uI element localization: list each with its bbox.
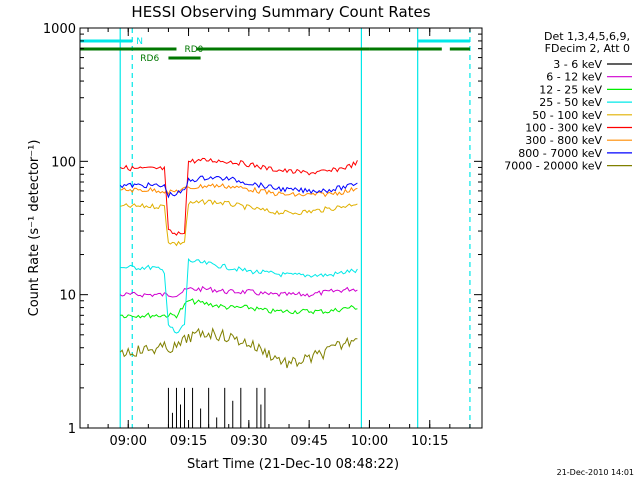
legend-label: 12 - 25 keV xyxy=(539,83,602,96)
orbit-label-rd6: RD6 xyxy=(140,54,159,64)
y-tick-label: 1000 xyxy=(43,22,76,37)
legend-header: FDecim 2, Att 0 xyxy=(545,42,630,55)
y-tick-label: 100 xyxy=(51,155,76,170)
y-axis-label: Count Rate (s⁻¹ detector⁻¹) xyxy=(27,140,42,317)
orbit-label-rd0: RD0 xyxy=(185,45,204,55)
series-3 xyxy=(120,298,358,319)
x-tick-label: 09:30 xyxy=(230,434,267,449)
chart-title: HESSI Observing Summary Count Rates xyxy=(131,3,430,21)
x-axis-label: Start Time (21-Dec-10 08:48:22) xyxy=(187,457,399,472)
y-tick-label: 1 xyxy=(68,422,76,437)
y-tick-label: 10 xyxy=(59,289,76,304)
series-9 xyxy=(119,326,358,369)
legend: Det 1,3,4,5,6,9,FDecim 2, Att 0 3 - 6 keV… xyxy=(504,30,632,173)
series-8 xyxy=(119,175,358,199)
x-tick-label: 09:15 xyxy=(170,434,207,449)
axes: 1 10 100 1000 09:00 09:15 09:30 09:45 10:00 10:15 xyxy=(43,22,483,449)
series-6 xyxy=(119,157,358,236)
plot-area: N RD0 RD6 xyxy=(80,28,471,428)
series-1 xyxy=(167,387,266,428)
legend-label: 25 - 50 keV xyxy=(539,96,602,109)
series-4 xyxy=(120,258,358,334)
x-tick-label: 10:00 xyxy=(351,434,388,449)
legend-label: 50 - 100 keV xyxy=(532,109,602,122)
legend-label: 7000 - 20000 keV xyxy=(504,160,602,173)
footer-timestamp: 21-Dec-2010 14:01 xyxy=(557,468,634,477)
series-5 xyxy=(120,198,358,247)
legend-label: 300 - 800 keV xyxy=(525,134,602,147)
series-2 xyxy=(119,285,358,298)
orbit-label-n: N xyxy=(136,37,143,47)
x-tick-label: 10:15 xyxy=(411,434,448,449)
legend-label: 100 - 300 keV xyxy=(525,122,602,135)
legend-label: 3 - 6 keV xyxy=(553,58,602,71)
plot-frame xyxy=(79,27,483,429)
legend-label: 800 - 7000 keV xyxy=(518,147,602,160)
x-tick-label: 09:45 xyxy=(290,434,327,449)
legend-label: 6 - 12 keV xyxy=(546,71,602,84)
x-tick-label: 09:00 xyxy=(110,434,147,449)
legend-header: Det 1,3,4,5,6,9, xyxy=(544,30,630,43)
